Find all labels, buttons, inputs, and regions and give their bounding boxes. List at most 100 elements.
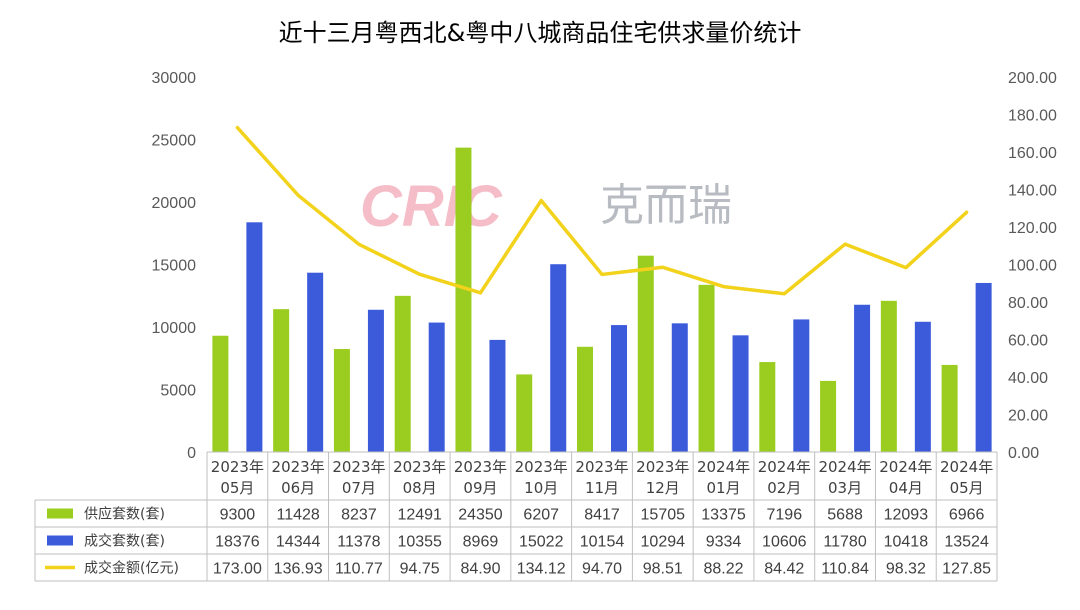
bar-deal-10	[854, 304, 871, 452]
bar-deal-7	[671, 323, 688, 452]
y-right-tick-label: 200.00	[1008, 70, 1057, 87]
bar-supply-11	[880, 300, 897, 452]
table-cell: 15022	[519, 534, 564, 551]
x-category-label-0: 2023年 05月	[211, 458, 264, 497]
x-category-label-8: 2024年 01月	[697, 458, 750, 497]
x-category-year: 2023年	[211, 458, 264, 476]
table-cell: 134.12	[517, 561, 566, 578]
bar-supply-6	[577, 346, 593, 452]
x-category-month: 09月	[463, 479, 497, 497]
table-cell: 127.85	[942, 561, 991, 578]
table-cell: 6966	[949, 507, 985, 524]
table-cell: 12491	[397, 507, 442, 524]
table-cell: 13524	[944, 534, 989, 551]
table-cell: 10418	[884, 534, 929, 551]
table-cell: 136.93	[274, 561, 323, 578]
x-category-year: 2024年	[697, 458, 750, 476]
x-category-month: 01月	[706, 479, 740, 497]
x-category-label-12: 2024年 05月	[940, 458, 993, 497]
bar-supply-0	[212, 335, 229, 452]
x-category-month: 02月	[767, 479, 801, 497]
table-cell: 88.22	[704, 561, 744, 578]
x-category-year: 2023年	[393, 458, 446, 476]
y-right-tick-label: 120.00	[1008, 220, 1057, 237]
table-cell: 11378	[337, 534, 380, 551]
table-cell: 8417	[584, 507, 620, 524]
legend-swatch-1	[47, 535, 73, 546]
y-left-tick-label: 20000	[152, 195, 197, 212]
table-cell: 7196	[767, 507, 803, 524]
y-right-tick-label: 20.00	[1008, 408, 1048, 425]
bar-supply-2	[333, 349, 350, 452]
bar-supply-8	[698, 284, 715, 452]
x-category-label-10: 2024年 03月	[818, 458, 871, 497]
legend-swatch-0	[47, 508, 73, 519]
x-category-label-6: 2023年 11月	[575, 458, 628, 497]
x-category-year: 2024年	[818, 458, 871, 476]
x-category-month: 11月	[585, 479, 619, 497]
bar-deal-11	[914, 321, 931, 452]
y-right-tick-label: 80.00	[1008, 295, 1048, 312]
x-category-year: 2023年	[332, 458, 385, 476]
bar-supply-12	[941, 364, 958, 452]
x-category-year: 2024年	[879, 458, 932, 476]
table-cell: 110.84	[821, 561, 869, 578]
x-category-label-2: 2023年 07月	[332, 458, 385, 497]
table-cell: 10294	[641, 534, 686, 551]
bar-deal-12	[975, 282, 992, 452]
x-category-label-1: 2023年 06月	[272, 458, 325, 497]
x-category-label-9: 2024年 02月	[758, 458, 811, 497]
table-cell: 10154	[580, 534, 625, 551]
table-cell: 84.90	[460, 561, 500, 578]
table-cell: 98.32	[886, 561, 926, 578]
x-category-month: 05月	[220, 479, 254, 497]
bar-deal-3	[428, 322, 445, 452]
bar-supply-10	[820, 380, 837, 452]
table-cell: 15705	[641, 507, 686, 524]
table-cell: 84.42	[764, 561, 804, 578]
y-right-tick-label: 160.00	[1008, 145, 1057, 162]
watermark-latin: CRIC	[360, 174, 503, 239]
table-cell: 10355	[397, 534, 442, 551]
bar-supply-3	[394, 295, 411, 452]
y-right-tick-label: 100.00	[1008, 258, 1057, 275]
table-cell: 5688	[827, 507, 863, 524]
table-cell: 110.77	[335, 561, 383, 578]
bar-deal-0	[246, 222, 263, 452]
chart-title: 近十三月粤西北&粤中八城商品住宅供求量价统计	[279, 19, 802, 47]
table-cell: 8237	[341, 507, 377, 524]
x-category-year: 2024年	[758, 458, 811, 476]
y-right-tick-label: 140.00	[1008, 183, 1057, 200]
legend-label-1: 成交套数(套)	[84, 533, 165, 550]
bar-deal-9	[793, 319, 810, 452]
bar-supply-7	[637, 255, 654, 452]
x-category-month: 12月	[646, 479, 680, 497]
legend-label-0: 供应套数(套)	[84, 506, 165, 523]
watermark-cn: 克而瑞	[600, 180, 732, 231]
x-category-year: 2023年	[454, 458, 507, 476]
bar-deal-8	[732, 335, 749, 452]
bar-deal-6	[611, 325, 627, 452]
bar-supply-5	[516, 374, 533, 452]
data-table-grid	[34, 451, 998, 582]
x-category-month: 10月	[524, 479, 558, 497]
table-cell: 14344	[276, 534, 321, 551]
x-category-month: 04月	[889, 479, 923, 497]
table-cell: 13375	[701, 507, 746, 524]
x-category-year: 2023年	[272, 458, 325, 476]
x-category-label-4: 2023年 09月	[454, 458, 507, 497]
bar-supply-9	[759, 362, 776, 452]
x-category-label-7: 2023年 12月	[636, 458, 689, 497]
x-category-year: 2023年	[636, 458, 689, 476]
y-left-tick-label: 0	[187, 445, 196, 462]
y-left-tick-label: 5000	[160, 383, 196, 400]
x-category-label-5: 2023年 10月	[515, 458, 568, 497]
x-category-label-3: 2023年 08月	[393, 458, 446, 497]
table-cell: 10606	[762, 534, 807, 551]
x-category-label-11: 2024年 04月	[879, 458, 932, 497]
x-category-month: 05月	[950, 479, 984, 497]
table-cell: 12093	[884, 507, 929, 524]
x-category-year: 2023年	[515, 458, 568, 476]
table-cell: 6207	[523, 507, 559, 524]
